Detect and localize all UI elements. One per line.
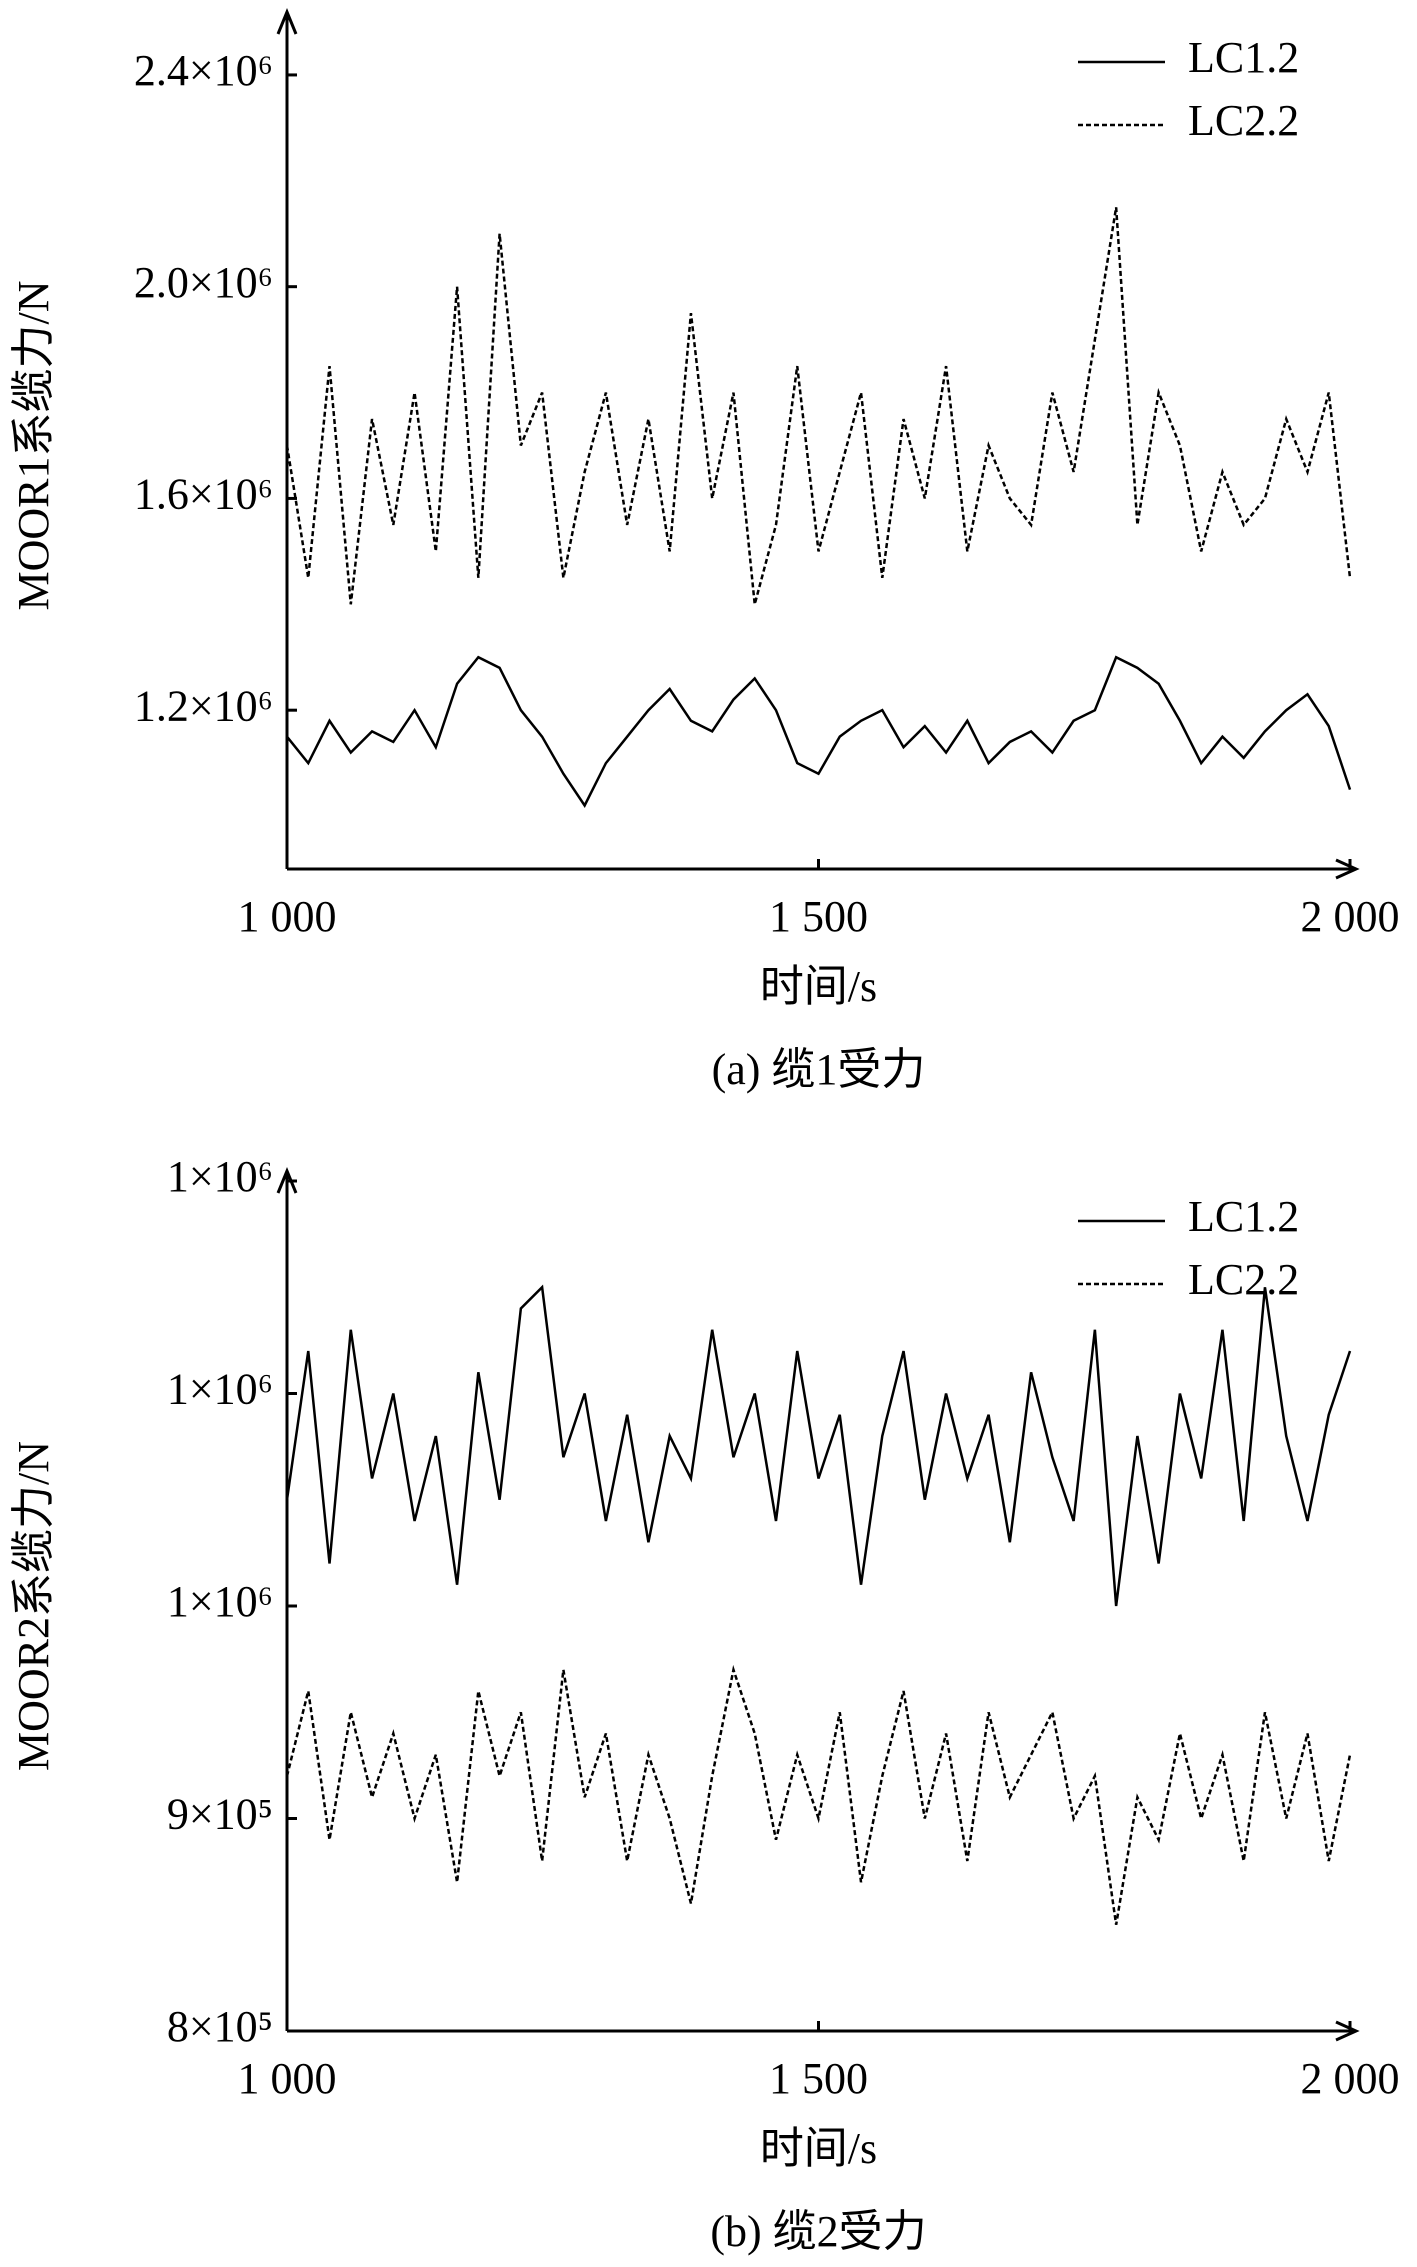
x-tick-label: 1 500 xyxy=(769,892,868,941)
y-arrow xyxy=(276,8,298,35)
legend-label: LC2.2 xyxy=(1188,96,1299,145)
x-tick-label: 1 000 xyxy=(238,892,337,941)
x-tick-label: 2 000 xyxy=(1301,892,1400,941)
legend-label: LC2.2 xyxy=(1188,1255,1299,1304)
y-tick-label: 1×10⁶ xyxy=(167,1152,273,1201)
y-tick-label: 9×10⁵ xyxy=(167,1790,273,1839)
x-axis-label: 时间/s xyxy=(760,962,877,1011)
y-tick-label: 1.2×10⁶ xyxy=(134,681,273,730)
x-arrow xyxy=(1335,2020,1360,2042)
x-arrow xyxy=(1335,858,1360,880)
x-tick-label: 1 000 xyxy=(238,2054,337,2103)
y-tick-label: 2.4×10⁶ xyxy=(134,46,273,95)
legend-label: LC1.2 xyxy=(1188,1192,1299,1241)
x-tick-label: 2 000 xyxy=(1301,2054,1400,2103)
series-line xyxy=(286,655,1352,808)
caption: (b) 缆2受力 xyxy=(710,2207,926,2256)
caption: (a) 缆1受力 xyxy=(712,1045,926,1094)
y-tick-label: 1.6×10⁶ xyxy=(134,470,273,519)
legend-label: LC1.2 xyxy=(1188,33,1299,82)
y-tick-label: 1×10⁶ xyxy=(167,1577,273,1626)
series-line xyxy=(285,1284,1352,1607)
series-line xyxy=(285,1664,1352,1925)
series-line xyxy=(285,207,1352,605)
y-tick-label: 2.0×10⁶ xyxy=(134,258,273,307)
x-axis-label: 时间/s xyxy=(760,2124,877,2173)
y-tick-label: 8×10⁵ xyxy=(167,2002,273,2051)
y-arrow xyxy=(276,1167,298,1194)
x-tick-label: 1 500 xyxy=(769,2054,868,2103)
y-axis-label: MOOR1系缆力/N xyxy=(9,280,58,610)
y-axis-label: MOOR2系缆力/N xyxy=(9,1441,58,1771)
y-tick-label: 1×10⁶ xyxy=(167,1365,273,1414)
